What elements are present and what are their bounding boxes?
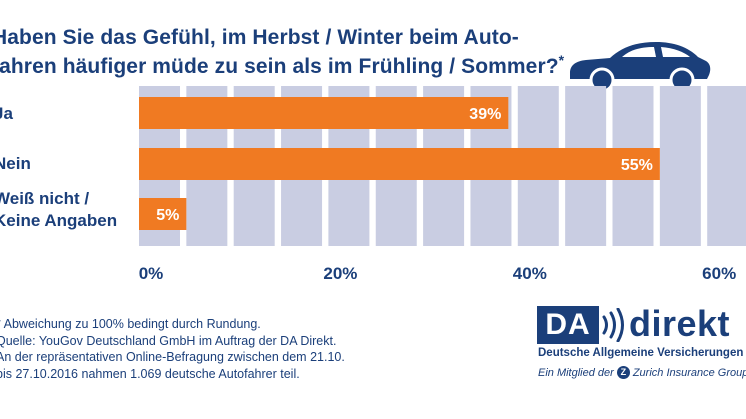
bar-chart: 39% 55% 5%: [139, 86, 746, 246]
bars: 39% 55% 5%: [139, 97, 660, 230]
logo-member-suffix: Zurich Insurance Group: [632, 366, 746, 379]
chart-title-text: Haben Sie das Gefühl, im Herbst / Winter…: [0, 26, 559, 78]
x-tick-label-60: 60%: [702, 264, 737, 283]
logo-subtitle: Deutsche Allgemeine Versicherungen: [538, 347, 744, 359]
footnote-block: * Abweichung zu 100% bedingt durch Rundu…: [0, 316, 516, 382]
x-tick-label-20: 20%: [323, 264, 358, 283]
title-footnote-mark: *: [558, 52, 565, 68]
footnote-line: An der repräsentativen Online-Befragung …: [0, 350, 345, 364]
bar-0: [139, 97, 509, 129]
zurich-icon: Z: [616, 366, 630, 379]
logo-member-prefix: Ein Mitglied der: [538, 366, 614, 379]
logo-member-line: Ein Mitglied der Z Zurich Insurance Grou…: [538, 366, 746, 379]
grid-column: [707, 86, 746, 246]
category-label-weiss-nicht: Weiß nicht / Keine Angaben: [0, 189, 118, 230]
footnote-line: * Abweichung zu 100% bedingt durch Rundu…: [0, 317, 261, 331]
category-label-nein: Nein: [0, 154, 31, 173]
sound-waves-icon: [602, 308, 624, 342]
logo-direkt-word: direkt: [629, 303, 731, 344]
footnote-line: Quelle: YouGov Deutschland GmbH im Auftr…: [0, 333, 337, 348]
grid-column: [659, 86, 701, 246]
bar-value-label-1: 55%: [621, 157, 653, 174]
logo-da-box: DA: [537, 306, 599, 344]
bar-1: [139, 148, 660, 180]
bar-2: [139, 198, 187, 230]
bar-value-label-2: 5%: [156, 207, 179, 224]
x-tick-label-0: 0%: [138, 264, 164, 283]
chart-title: Haben Sie das Gefühl, im Herbst / Winter…: [0, 23, 592, 81]
footnote-line: bis 27.10.2016 nahmen 1.069 deutsche Aut…: [0, 366, 300, 381]
x-tick-label-40: 40%: [512, 264, 547, 283]
da-direkt-logo: DA direkt Deutsche Allgemeine Versicheru…: [537, 303, 746, 384]
bar-value-label-0: 39%: [469, 106, 501, 123]
category-label-ja: Ja: [0, 104, 13, 123]
